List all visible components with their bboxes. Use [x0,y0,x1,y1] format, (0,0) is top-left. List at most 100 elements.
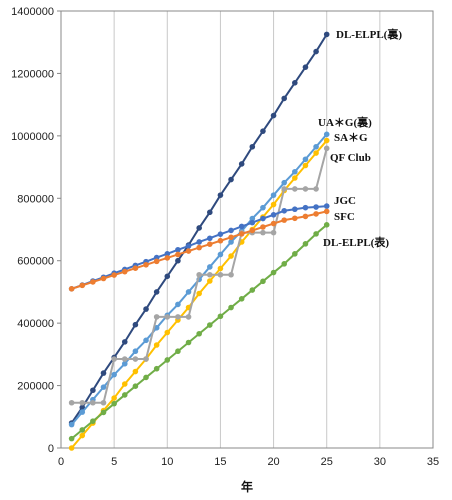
x-tick-label: 5 [111,456,117,468]
data-point [323,131,330,138]
data-point [164,251,171,257]
data-point [68,286,75,292]
data-point [292,206,298,213]
data-point [207,322,213,328]
data-point [185,289,192,295]
data-point [207,264,213,270]
data-point [175,251,181,258]
data-point [270,229,277,236]
data-point [207,209,213,216]
data-point [260,128,266,134]
data-point [143,374,149,381]
data-point [302,241,309,247]
data-point [323,31,330,38]
data-point [249,227,256,234]
data-point [175,257,181,264]
data-point [313,231,319,237]
data-point [228,234,234,241]
data-point [207,278,213,284]
data-point [292,175,298,181]
series-label: SA＊G [334,132,368,144]
data-point [260,204,266,211]
data-point [207,271,213,278]
data-point [302,156,309,163]
x-tick-label: 0 [58,456,64,468]
data-point [121,339,128,345]
data-point [292,215,298,222]
data-point [323,208,330,215]
data-point [281,186,288,192]
y-tick-label: 0 [48,443,54,455]
data-point [100,399,107,406]
x-tick-label: 10 [161,456,173,468]
data-point [175,314,181,320]
data-point [79,282,86,289]
data-point [270,212,277,218]
data-point [79,432,86,439]
series-label: DL-ELPL(裏) [336,27,402,41]
data-point [90,399,96,406]
data-point [153,365,160,372]
data-point [238,231,245,237]
data-point [260,229,266,236]
data-point [175,301,181,308]
data-point [132,348,139,355]
data-point [238,223,245,230]
data-point [217,265,224,272]
data-point [281,179,288,186]
data-point [90,279,96,285]
data-point [121,356,128,362]
y-tick-label: 1200000 [11,68,54,80]
data-point [196,290,202,297]
data-point [196,225,202,231]
data-point [260,278,266,285]
data-point [164,255,171,261]
data-point [292,79,298,86]
data-point [100,370,107,376]
data-point [111,272,117,278]
data-point [281,261,288,267]
x-tick-label: 30 [374,456,386,468]
y-tick-label: 800000 [17,193,54,205]
data-point [153,342,160,348]
grid-lines [57,10,381,449]
series-label: DL-ELPL(表) [323,235,389,249]
data-point [207,241,213,247]
data-point [79,427,86,433]
data-point [153,289,160,295]
data-point [292,186,298,192]
data-point [175,348,181,355]
data-point [313,186,319,192]
data-point [185,243,192,249]
data-point [111,371,117,378]
data-point [207,235,213,242]
data-point [132,356,139,362]
x-tick-label: 15 [214,456,226,468]
data-point [100,384,107,390]
data-point [281,207,288,214]
data-point [143,337,149,344]
x-tick-label: 35 [427,456,439,468]
data-point [132,383,139,389]
data-point [270,201,277,208]
data-point [217,251,224,258]
data-point [228,304,234,311]
data-point [270,112,277,119]
data-point [185,314,192,320]
data-point [228,176,234,183]
data-point [164,329,171,336]
y-tick-labels: 0 200000 400000 600000 800000 1000000 1200000 1… [11,6,54,455]
data-point [313,204,319,210]
data-point [111,356,117,362]
data-point [79,409,86,415]
series-label: JGC [334,195,356,207]
data-point [313,150,319,156]
data-point [132,265,139,272]
data-point [249,215,256,222]
data-point [302,213,309,220]
x-axis-title: 年 [241,479,253,494]
data-point [228,271,234,278]
data-point [313,48,319,55]
data-point [302,186,309,192]
data-point [238,295,245,302]
